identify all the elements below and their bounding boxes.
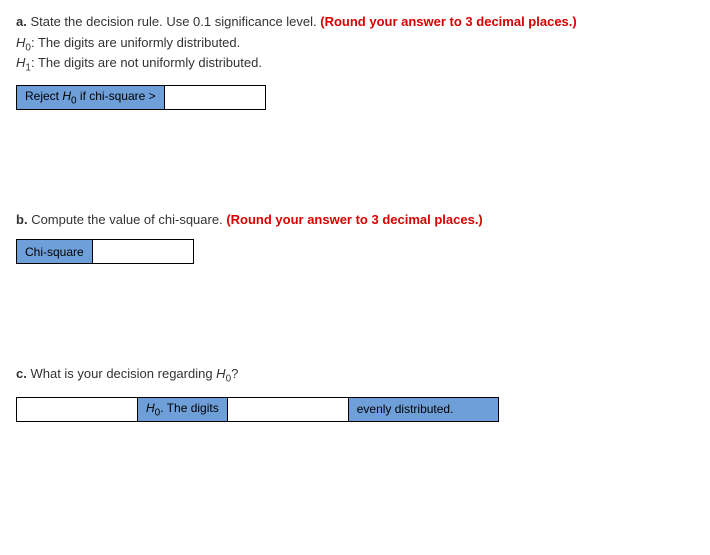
reject-pre: Reject: [25, 89, 62, 103]
hypothesis-h0: H0: The digits are uniformly distributed…: [16, 35, 694, 54]
decision-H: H: [146, 401, 155, 415]
decision-mid-cell: H0. The digits: [138, 397, 228, 421]
part-c-input-row: H0. The digits evenly distributed.: [16, 397, 499, 422]
part-a-round: (Round your answer to 3 decimal places.): [320, 14, 576, 29]
decision-tail-cell: evenly distributed.: [348, 397, 498, 421]
part-a-text: State the decision rule. Use 0.1 signifi…: [30, 14, 316, 29]
part-c-H: H: [216, 366, 225, 381]
part-b-text: Compute the value of chi-square.: [31, 212, 223, 227]
decision-tail: evenly distributed.: [357, 402, 454, 416]
chi-critical-input[interactable]: [165, 88, 265, 108]
part-b-label: b.: [16, 212, 28, 227]
part-a-label: a.: [16, 14, 27, 29]
chi-value-input[interactable]: [93, 242, 193, 262]
decision-input-cell-2: [227, 397, 348, 421]
h1-text: : The digits are not uniformly distribut…: [31, 55, 262, 70]
part-a-input-row: Reject H0 if chi-square >: [16, 85, 266, 110]
decision-input-2[interactable]: [228, 399, 348, 419]
part-c-pre: What is your decision regarding: [30, 366, 216, 381]
h0-letter: H: [16, 35, 25, 50]
part-b-input-row: Chi-square: [16, 239, 194, 264]
chi-label-cell: Chi-square: [17, 240, 93, 264]
reject-post: if chi-square >: [77, 89, 156, 103]
decision-input-cell-1: [17, 397, 138, 421]
part-a-prompt: a. State the decision rule. Use 0.1 sign…: [16, 14, 694, 29]
reject-input-cell: [164, 86, 265, 110]
reject-H: H: [62, 89, 71, 103]
decision-input-1[interactable]: [17, 399, 137, 419]
decision-mid-post: . The digits: [160, 401, 218, 415]
chi-input-cell: [92, 240, 193, 264]
part-c-label: c.: [16, 366, 27, 381]
part-b-prompt: b. Compute the value of chi-square. (Rou…: [16, 212, 694, 227]
part-b-round: (Round your answer to 3 decimal places.): [226, 212, 482, 227]
part-c-prompt: c. What is your decision regarding H0?: [16, 366, 694, 385]
hypothesis-h1: H1: The digits are not uniformly distrib…: [16, 55, 694, 74]
h0-text: : The digits are uniformly distributed.: [31, 35, 240, 50]
h1-letter: H: [16, 55, 25, 70]
chi-label: Chi-square: [25, 245, 84, 259]
reject-label-cell: Reject H0 if chi-square >: [17, 86, 165, 110]
part-c-post: ?: [231, 366, 238, 381]
